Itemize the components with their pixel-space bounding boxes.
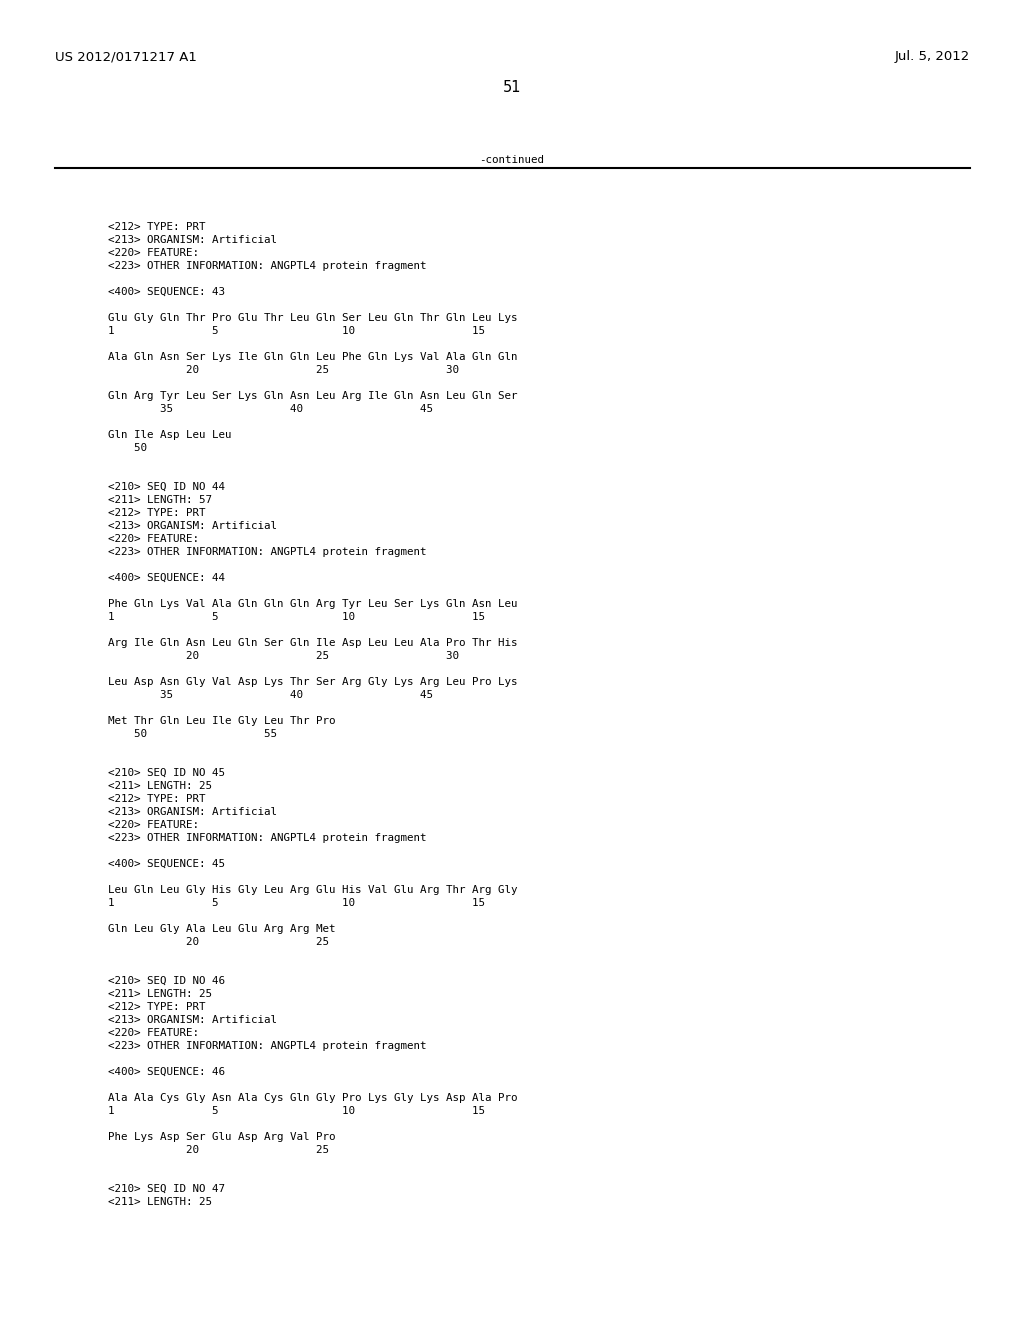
Text: Gln Leu Gly Ala Leu Glu Arg Arg Met: Gln Leu Gly Ala Leu Glu Arg Arg Met bbox=[108, 924, 336, 935]
Text: <211> LENGTH: 57: <211> LENGTH: 57 bbox=[108, 495, 212, 506]
Text: <400> SEQUENCE: 46: <400> SEQUENCE: 46 bbox=[108, 1067, 225, 1077]
Text: Gln Ile Asp Leu Leu: Gln Ile Asp Leu Leu bbox=[108, 430, 231, 440]
Text: Jul. 5, 2012: Jul. 5, 2012 bbox=[895, 50, 970, 63]
Text: <211> LENGTH: 25: <211> LENGTH: 25 bbox=[108, 989, 212, 999]
Text: <210> SEQ ID NO 45: <210> SEQ ID NO 45 bbox=[108, 768, 225, 777]
Text: <211> LENGTH: 25: <211> LENGTH: 25 bbox=[108, 1197, 212, 1206]
Text: 20                  25: 20 25 bbox=[108, 937, 329, 946]
Text: <212> TYPE: PRT: <212> TYPE: PRT bbox=[108, 795, 206, 804]
Text: US 2012/0171217 A1: US 2012/0171217 A1 bbox=[55, 50, 197, 63]
Text: <213> ORGANISM: Artificial: <213> ORGANISM: Artificial bbox=[108, 235, 278, 246]
Text: <220> FEATURE:: <220> FEATURE: bbox=[108, 820, 199, 830]
Text: Leu Asp Asn Gly Val Asp Lys Thr Ser Arg Gly Lys Arg Leu Pro Lys: Leu Asp Asn Gly Val Asp Lys Thr Ser Arg … bbox=[108, 677, 517, 686]
Text: <210> SEQ ID NO 46: <210> SEQ ID NO 46 bbox=[108, 975, 225, 986]
Text: <213> ORGANISM: Artificial: <213> ORGANISM: Artificial bbox=[108, 521, 278, 531]
Text: 1               5                   10                  15: 1 5 10 15 bbox=[108, 1106, 485, 1115]
Text: <211> LENGTH: 25: <211> LENGTH: 25 bbox=[108, 781, 212, 791]
Text: <400> SEQUENCE: 44: <400> SEQUENCE: 44 bbox=[108, 573, 225, 583]
Text: 1               5                   10                  15: 1 5 10 15 bbox=[108, 326, 485, 337]
Text: <220> FEATURE:: <220> FEATURE: bbox=[108, 535, 199, 544]
Text: <210> SEQ ID NO 44: <210> SEQ ID NO 44 bbox=[108, 482, 225, 492]
Text: <212> TYPE: PRT: <212> TYPE: PRT bbox=[108, 508, 206, 517]
Text: <212> TYPE: PRT: <212> TYPE: PRT bbox=[108, 1002, 206, 1012]
Text: Ala Gln Asn Ser Lys Ile Gln Gln Leu Phe Gln Lys Val Ala Gln Gln: Ala Gln Asn Ser Lys Ile Gln Gln Leu Phe … bbox=[108, 352, 517, 362]
Text: 20                  25                  30: 20 25 30 bbox=[108, 651, 459, 661]
Text: 35                  40                  45: 35 40 45 bbox=[108, 404, 433, 414]
Text: <223> OTHER INFORMATION: ANGPTL4 protein fragment: <223> OTHER INFORMATION: ANGPTL4 protein… bbox=[108, 1041, 427, 1051]
Text: 1               5                   10                  15: 1 5 10 15 bbox=[108, 898, 485, 908]
Text: <220> FEATURE:: <220> FEATURE: bbox=[108, 1028, 199, 1038]
Text: <223> OTHER INFORMATION: ANGPTL4 protein fragment: <223> OTHER INFORMATION: ANGPTL4 protein… bbox=[108, 833, 427, 843]
Text: <213> ORGANISM: Artificial: <213> ORGANISM: Artificial bbox=[108, 1015, 278, 1026]
Text: Glu Gly Gln Thr Pro Glu Thr Leu Gln Ser Leu Gln Thr Gln Leu Lys: Glu Gly Gln Thr Pro Glu Thr Leu Gln Ser … bbox=[108, 313, 517, 323]
Text: Phe Lys Asp Ser Glu Asp Arg Val Pro: Phe Lys Asp Ser Glu Asp Arg Val Pro bbox=[108, 1133, 336, 1142]
Text: Arg Ile Gln Asn Leu Gln Ser Gln Ile Asp Leu Leu Ala Pro Thr His: Arg Ile Gln Asn Leu Gln Ser Gln Ile Asp … bbox=[108, 638, 517, 648]
Text: 20                  25                  30: 20 25 30 bbox=[108, 366, 459, 375]
Text: <223> OTHER INFORMATION: ANGPTL4 protein fragment: <223> OTHER INFORMATION: ANGPTL4 protein… bbox=[108, 546, 427, 557]
Text: 50                  55: 50 55 bbox=[108, 729, 278, 739]
Text: 1               5                   10                  15: 1 5 10 15 bbox=[108, 612, 485, 622]
Text: Ala Ala Cys Gly Asn Ala Cys Gln Gly Pro Lys Gly Lys Asp Ala Pro: Ala Ala Cys Gly Asn Ala Cys Gln Gly Pro … bbox=[108, 1093, 517, 1104]
Text: Gln Arg Tyr Leu Ser Lys Gln Asn Leu Arg Ile Gln Asn Leu Gln Ser: Gln Arg Tyr Leu Ser Lys Gln Asn Leu Arg … bbox=[108, 391, 517, 401]
Text: <220> FEATURE:: <220> FEATURE: bbox=[108, 248, 199, 257]
Text: -continued: -continued bbox=[479, 154, 545, 165]
Text: Met Thr Gln Leu Ile Gly Leu Thr Pro: Met Thr Gln Leu Ile Gly Leu Thr Pro bbox=[108, 715, 336, 726]
Text: Phe Gln Lys Val Ala Gln Gln Gln Arg Tyr Leu Ser Lys Gln Asn Leu: Phe Gln Lys Val Ala Gln Gln Gln Arg Tyr … bbox=[108, 599, 517, 609]
Text: <212> TYPE: PRT: <212> TYPE: PRT bbox=[108, 222, 206, 232]
Text: <400> SEQUENCE: 43: <400> SEQUENCE: 43 bbox=[108, 286, 225, 297]
Text: 20                  25: 20 25 bbox=[108, 1144, 329, 1155]
Text: 35                  40                  45: 35 40 45 bbox=[108, 690, 433, 700]
Text: 50: 50 bbox=[108, 444, 147, 453]
Text: Leu Gln Leu Gly His Gly Leu Arg Glu His Val Glu Arg Thr Arg Gly: Leu Gln Leu Gly His Gly Leu Arg Glu His … bbox=[108, 884, 517, 895]
Text: <213> ORGANISM: Artificial: <213> ORGANISM: Artificial bbox=[108, 807, 278, 817]
Text: <223> OTHER INFORMATION: ANGPTL4 protein fragment: <223> OTHER INFORMATION: ANGPTL4 protein… bbox=[108, 261, 427, 271]
Text: <210> SEQ ID NO 47: <210> SEQ ID NO 47 bbox=[108, 1184, 225, 1195]
Text: 51: 51 bbox=[503, 81, 521, 95]
Text: <400> SEQUENCE: 45: <400> SEQUENCE: 45 bbox=[108, 859, 225, 869]
